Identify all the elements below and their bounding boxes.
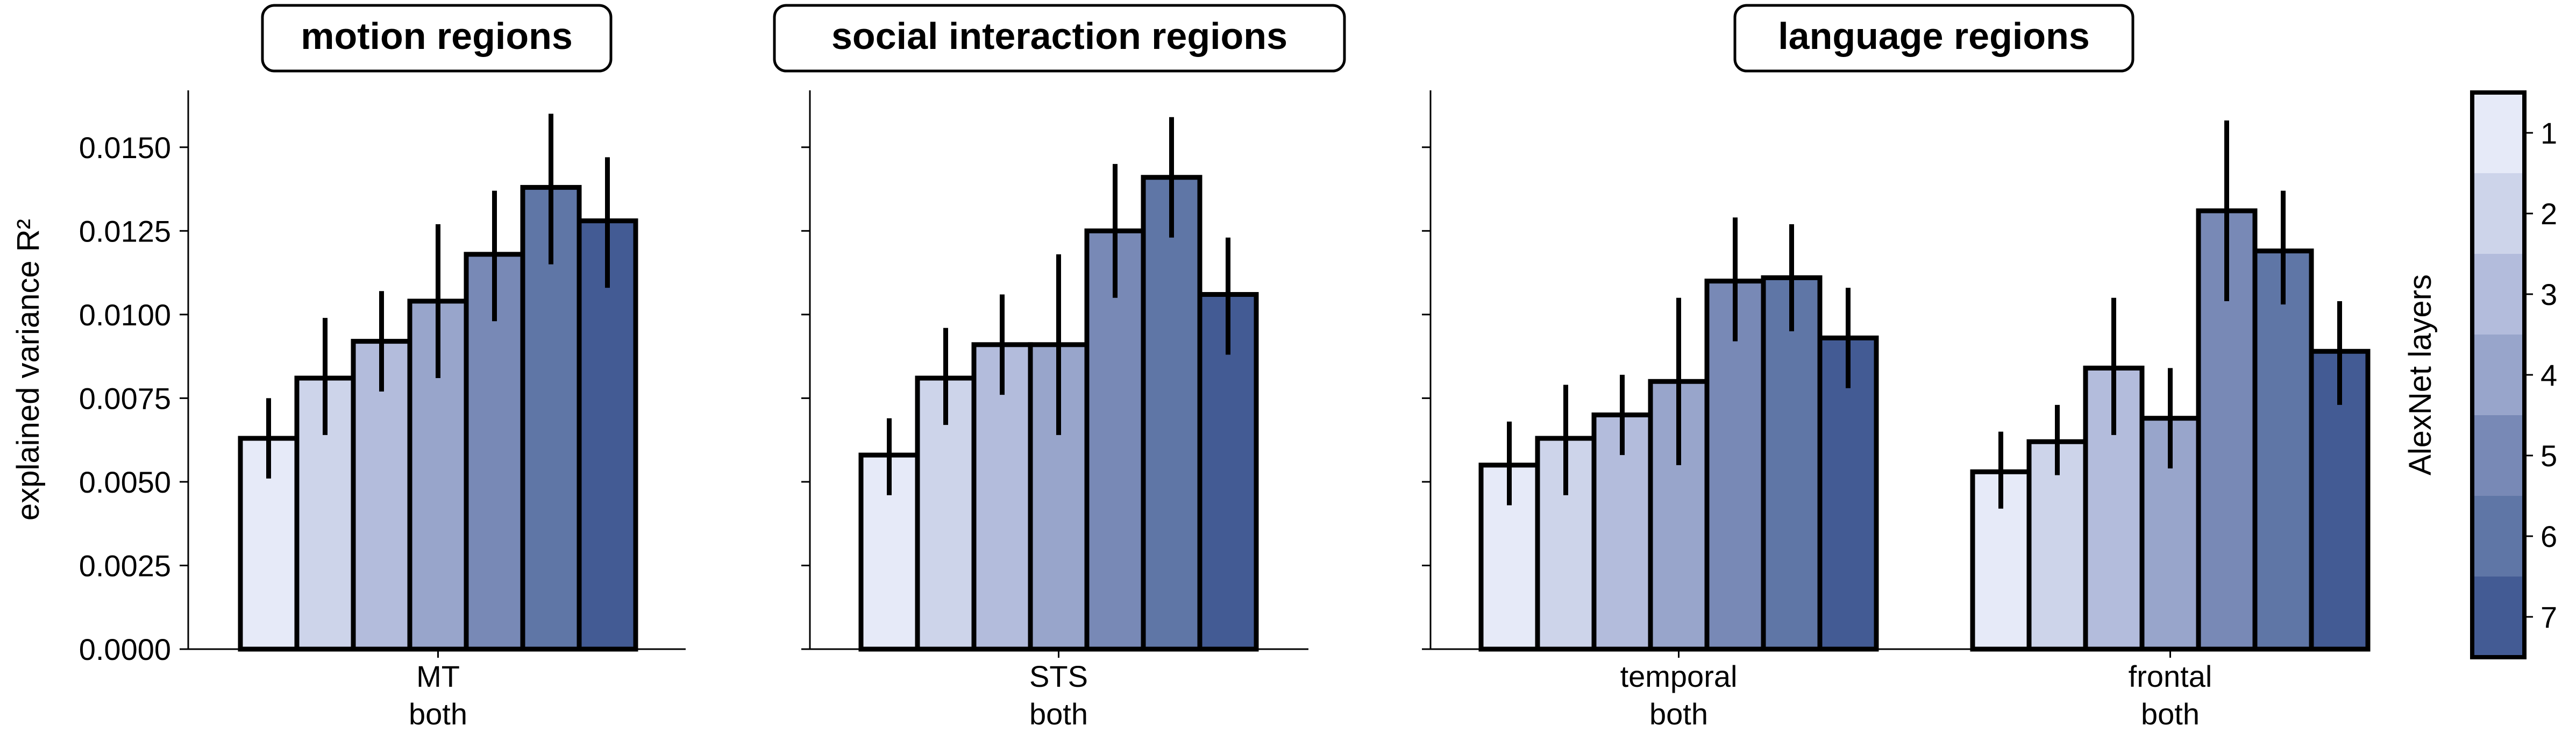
x-tick-label: both [1029, 697, 1088, 731]
colorbar-segment [2472, 173, 2524, 254]
chart-title: social interaction regions [831, 15, 1287, 57]
colorbar-tick-label: 1 [2541, 116, 2557, 150]
y-tick-label: 0.0025 [79, 549, 171, 582]
colorbar-tick-label: 7 [2541, 600, 2557, 634]
colorbar-label: AlexNet layers [2403, 274, 2438, 475]
y-axis-label: explained variance R² [11, 219, 46, 521]
x-tick-label: temporal [1620, 659, 1738, 693]
x-tick-label: frontal [2129, 659, 2212, 693]
colorbar-segment [2472, 254, 2524, 335]
bar [1141, 175, 1202, 652]
y-tick-label: 0.0075 [79, 381, 171, 415]
chart-title: motion regions [301, 15, 573, 57]
title-box [261, 4, 613, 73]
colorbar-segment [2472, 335, 2524, 416]
colorbar-segment [2472, 577, 2524, 658]
colorbar-tick-label: 2 [2541, 197, 2557, 231]
chart-title: language regions [1778, 15, 2090, 57]
panel-3: temporal both frontal both language regions [1422, 4, 2371, 731]
colorbar-tick-label: 5 [2541, 439, 2557, 473]
y-tick-label: 0.0100 [79, 298, 171, 332]
y-tick-label: 0.0050 [79, 465, 171, 499]
bar [1817, 335, 1879, 652]
title-box [1733, 4, 2134, 73]
bar [2252, 248, 2314, 652]
y-tick-label: 0.0150 [79, 131, 171, 165]
title-box [773, 4, 1346, 73]
x-tick-label: both [409, 697, 467, 731]
bar [971, 342, 1033, 652]
colorbar-segment [2472, 415, 2524, 496]
colorbar-tick-label: 3 [2541, 278, 2557, 311]
colorbar-tick-label: 6 [2541, 520, 2557, 553]
panel-2: STS both social interaction regions [773, 4, 1346, 731]
colorbar-segment [2472, 496, 2524, 577]
y-tick-label: 0.0000 [79, 632, 171, 666]
bar [1704, 279, 1766, 652]
x-tick-label: both [1649, 697, 1708, 731]
colorbar-tick-label: 4 [2541, 358, 2557, 392]
x-tick-label: both [2141, 697, 2200, 731]
bar [1761, 275, 1823, 652]
x-tick-label: MT [416, 659, 460, 693]
panel-1: 0.0000 0.0025 0.0050 0.0075 0.0100 0.0125 0.01… [11, 4, 686, 731]
colorbar-segment [2472, 93, 2524, 174]
x-tick-label: STS [1029, 659, 1088, 693]
colorbar: 1 2 3 4 5 6 7 AlexNet layers [2403, 90, 2557, 659]
y-tick-label: 0.0125 [79, 214, 171, 248]
